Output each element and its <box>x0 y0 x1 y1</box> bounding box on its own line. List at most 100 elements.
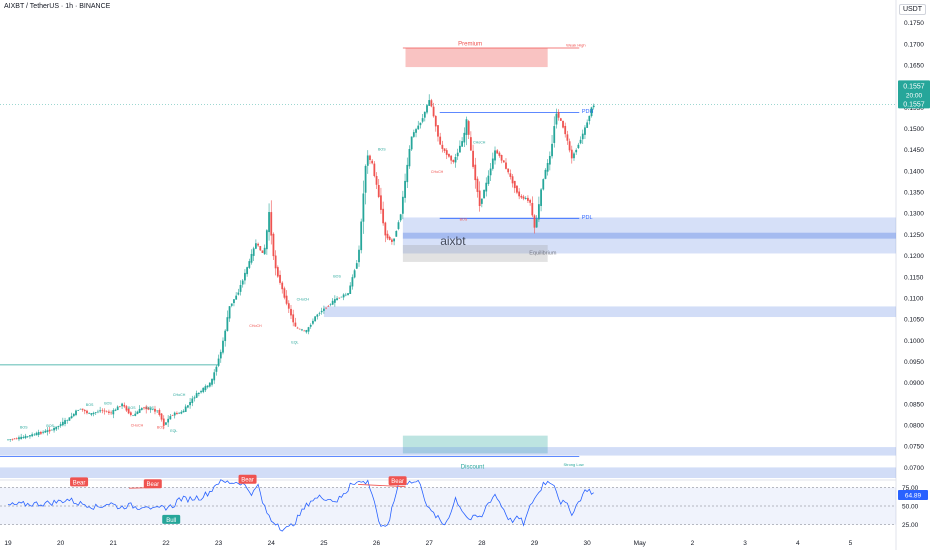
y-tick-label: 0.0750 <box>904 444 924 451</box>
candle-body <box>535 219 538 228</box>
candle-body <box>250 253 253 263</box>
candle-body <box>171 415 174 416</box>
structure-label: CHoCH <box>431 170 444 174</box>
candle-body <box>162 418 165 426</box>
candle-body <box>182 410 185 413</box>
rsi-divergence-line <box>358 484 406 488</box>
candle-body <box>568 141 571 151</box>
candle-body <box>105 411 108 413</box>
candle-body <box>219 351 222 359</box>
candle-body <box>176 413 178 415</box>
candle-body <box>270 212 273 236</box>
candle-body <box>441 144 444 149</box>
candle-body <box>294 322 297 327</box>
candle-body <box>167 418 170 423</box>
candle-body <box>386 233 389 239</box>
candle-body <box>132 415 134 416</box>
candle-body <box>305 330 308 333</box>
candle-body <box>459 145 461 153</box>
candle-body <box>59 424 62 426</box>
x-tick-label: 5 <box>849 540 853 547</box>
candle-body <box>55 426 58 430</box>
candle-body <box>118 406 121 407</box>
candle-body <box>439 136 442 145</box>
candle-body <box>417 125 420 130</box>
candle-body <box>173 412 176 416</box>
candle-body <box>318 312 321 314</box>
candle-body <box>465 119 468 135</box>
candle-body <box>13 438 16 440</box>
x-tick-label: May <box>634 540 647 547</box>
candle-body <box>129 412 132 415</box>
candle-body <box>140 408 143 410</box>
candle-body <box>112 410 115 415</box>
structure-label: CHoCH <box>249 324 262 328</box>
candle-body <box>48 429 51 432</box>
candle-body <box>342 294 345 298</box>
rsi-signal-label: Bull <box>166 518 176 524</box>
candle-body <box>325 307 327 309</box>
candle-body <box>75 410 77 415</box>
candle-body <box>537 204 540 220</box>
candle-body <box>369 155 371 161</box>
currency-button[interactable]: USDT <box>898 4 926 15</box>
candle-body <box>331 300 334 305</box>
candle-body <box>412 132 415 137</box>
candle-body <box>165 422 167 425</box>
candle-body <box>204 386 207 391</box>
candle-body <box>274 255 277 269</box>
structure-label: CHoCH <box>173 393 186 397</box>
candle-body <box>206 385 209 388</box>
candle-body <box>169 416 172 420</box>
candle-body <box>491 158 494 169</box>
candle-body <box>50 429 53 431</box>
x-tick-label: 30 <box>584 540 592 547</box>
candle-body <box>478 190 481 207</box>
candle-body <box>338 297 341 299</box>
candle-body <box>287 303 290 309</box>
x-tick-label: 26 <box>373 540 381 547</box>
candle-body <box>430 100 433 107</box>
candle-body <box>244 272 246 281</box>
candle-body <box>312 320 314 324</box>
candle-body <box>290 308 292 316</box>
candle-body <box>344 294 347 296</box>
rsi-divergence-line <box>129 487 161 489</box>
y-tick-label: 0.1200 <box>904 253 924 260</box>
candle-body <box>520 195 523 198</box>
candle-body <box>487 175 490 184</box>
candle-body <box>360 221 363 251</box>
candle-body <box>35 432 38 436</box>
candle-body <box>298 328 301 330</box>
x-tick-label: 21 <box>110 540 118 547</box>
candle-body <box>485 182 488 192</box>
structure-label: BOS <box>146 406 154 410</box>
candle-body <box>156 410 159 412</box>
candle-body <box>340 296 343 298</box>
rsi-signal-label: Bear <box>146 482 159 488</box>
candle-body <box>160 413 163 420</box>
candle-body <box>377 184 380 197</box>
candles-group <box>7 94 595 442</box>
candle-body <box>200 391 202 393</box>
candle-body <box>61 421 64 426</box>
candle-body <box>257 243 259 246</box>
candle-body <box>44 430 47 433</box>
candle-body <box>502 160 505 163</box>
candle-body <box>329 304 332 305</box>
candle-body <box>222 340 224 353</box>
candle-body <box>248 261 251 268</box>
candle-body <box>292 314 295 323</box>
candle-body <box>88 412 91 414</box>
candle-body <box>513 180 516 189</box>
candle-body <box>184 406 187 412</box>
x-tick-label: 28 <box>478 540 486 547</box>
candle-body <box>314 316 317 322</box>
x-tick-label: 24 <box>268 540 276 547</box>
rsi-signal-label: Bear <box>73 480 86 486</box>
y-tick-label: 0.1250 <box>904 232 924 239</box>
candle-body <box>29 435 31 437</box>
candle-body <box>116 406 119 411</box>
candle-body <box>154 408 156 412</box>
